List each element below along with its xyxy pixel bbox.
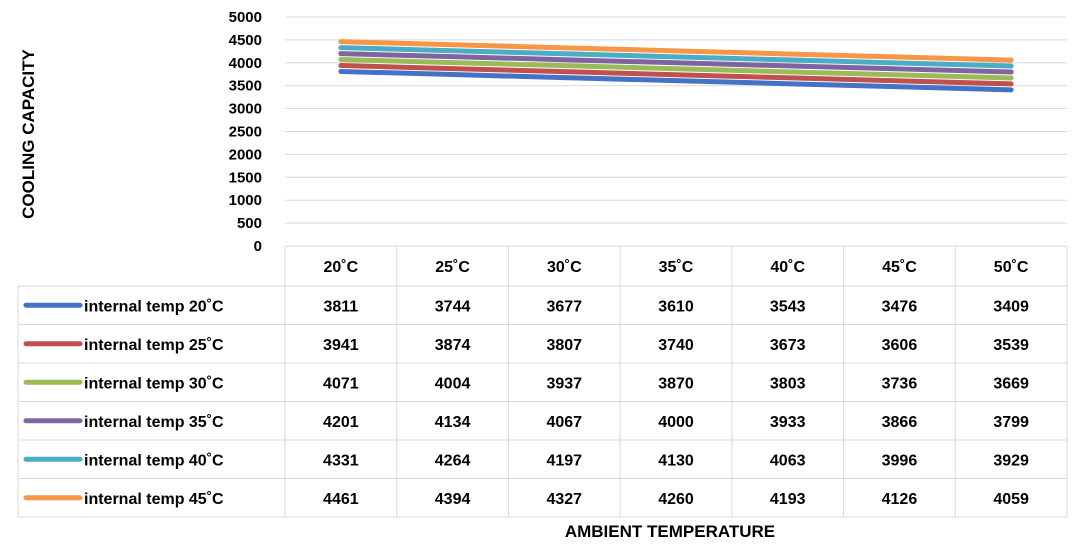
x-axis-title: AMBIENT TEMPERATURE <box>565 522 775 541</box>
y-tick-label: 1000 <box>229 192 262 209</box>
data-label: 4134 <box>435 414 471 431</box>
data-label: 3811 <box>323 298 358 315</box>
series-line <box>338 45 1014 69</box>
y-tick-label: 2500 <box>229 124 262 141</box>
data-label: 4201 <box>323 414 359 431</box>
data-label: 3673 <box>770 337 806 354</box>
data-label: 4130 <box>658 452 694 469</box>
y-tick-label: 5000 <box>229 9 262 26</box>
legend-label: internal temp 20˚C <box>84 298 224 315</box>
data-label: 3744 <box>435 298 471 315</box>
data-label: 3409 <box>993 298 1029 315</box>
data-label: 3476 <box>882 298 918 315</box>
y-tick-label: 2000 <box>229 146 262 163</box>
data-label: 4193 <box>770 491 806 508</box>
data-label: 3933 <box>770 414 806 431</box>
plot-area <box>338 39 1014 93</box>
data-label: 4394 <box>435 491 471 508</box>
y-tick-label: 3500 <box>229 78 262 95</box>
y-tick-label: 500 <box>237 215 262 232</box>
data-label: 4327 <box>546 491 582 508</box>
data-label: 4067 <box>546 414 582 431</box>
data-label: 3941 <box>323 337 359 354</box>
x-tick-label: 45˚C <box>882 259 917 276</box>
data-label: 4004 <box>435 375 471 392</box>
data-label: 3610 <box>658 298 694 315</box>
x-tick-label: 20˚C <box>324 259 359 276</box>
x-tick-label: 25˚C <box>435 259 470 276</box>
y-tick-label: 1500 <box>229 169 262 186</box>
data-label: 3799 <box>993 414 1029 431</box>
y-tick-label: 0 <box>254 238 262 255</box>
data-label: 4197 <box>546 452 582 469</box>
series-line <box>338 57 1014 81</box>
y-tick-label: 4500 <box>229 32 262 49</box>
data-label: 4071 <box>323 375 359 392</box>
series-line <box>338 63 1014 87</box>
legend-label: internal temp 25˚C <box>84 337 224 354</box>
series-line <box>338 39 1014 63</box>
data-label: 4461 <box>323 491 359 508</box>
data-label: 3874 <box>435 337 471 354</box>
x-tick-label: 40˚C <box>770 259 805 276</box>
data-label: 3929 <box>993 452 1029 469</box>
series-line <box>338 68 1014 93</box>
data-label: 3736 <box>882 375 918 392</box>
data-label: 3807 <box>546 337 582 354</box>
data-label: 4063 <box>770 452 806 469</box>
data-label: 3996 <box>882 452 918 469</box>
data-label: 3606 <box>882 337 918 354</box>
legend-label: internal temp 45˚C <box>84 491 224 508</box>
x-tick-label: 50˚C <box>994 259 1029 276</box>
data-label: 3870 <box>658 375 694 392</box>
y-axis-title: COOLING CAPACITY <box>19 48 38 218</box>
data-table: 20˚C 25˚C 30˚C 35˚C 40˚C 45˚C 50˚C internal tem… <box>17 246 1068 518</box>
legend-label: internal temp 40˚C <box>84 452 224 469</box>
data-label: 4264 <box>435 452 471 469</box>
y-tick-label: 3000 <box>229 101 262 118</box>
series-line <box>338 51 1014 75</box>
data-label: 3669 <box>993 375 1029 392</box>
data-label: 3866 <box>882 414 918 431</box>
data-label: 4059 <box>993 491 1029 508</box>
legend-label: internal temp 35˚C <box>84 414 224 431</box>
data-label: 3803 <box>770 375 806 392</box>
data-label: 3937 <box>546 375 582 392</box>
y-tick-label: 4000 <box>229 55 262 72</box>
data-label: 3539 <box>993 337 1029 354</box>
data-label: 3543 <box>770 298 806 315</box>
data-label: 4126 <box>882 491 918 508</box>
legend-label: internal temp 30˚C <box>84 375 224 392</box>
y-axis-ticks: 0 500 1000 1500 2000 2500 3000 3500 4000 4500 5000 <box>229 9 262 255</box>
data-label: 3677 <box>546 298 582 315</box>
x-tick-label: 35˚C <box>659 259 694 276</box>
x-tick-label: 30˚C <box>547 259 582 276</box>
data-label: 4260 <box>658 491 694 508</box>
data-label: 3740 <box>658 337 694 354</box>
data-label: 4000 <box>658 414 694 431</box>
data-label: 4331 <box>323 452 359 469</box>
